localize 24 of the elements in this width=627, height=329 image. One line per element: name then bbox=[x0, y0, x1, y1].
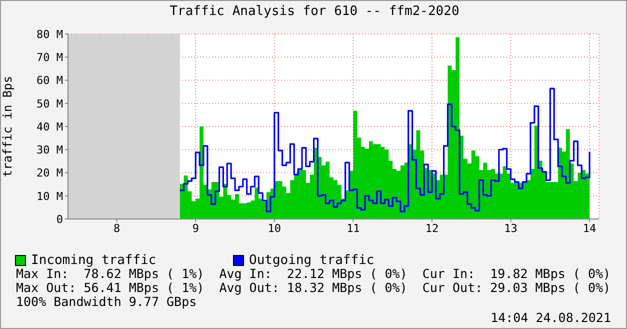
x-tick-label: 8 bbox=[114, 222, 120, 235]
x-tick-label: 13 bbox=[504, 222, 518, 235]
text: 100% Bandwidth 9.77 GBps bbox=[16, 294, 198, 309]
legend-label: Incoming traffic bbox=[31, 253, 156, 268]
x-tick-label: 14 bbox=[582, 222, 597, 235]
y-axis-title: traffic in Bps bbox=[0, 76, 14, 178]
legend-label: Outgoing traffic bbox=[249, 253, 374, 268]
y-tick-label: 20 M bbox=[36, 166, 64, 180]
chart-title: Traffic Analysis for 610 -- ffm2-2020 bbox=[168, 4, 460, 19]
x-tick-label: 10 bbox=[268, 222, 282, 235]
y-tick-label: 30 M bbox=[36, 144, 64, 157]
text: 14:04 24.08.2021 bbox=[490, 310, 611, 325]
y-tick-label: 80 M bbox=[36, 28, 64, 41]
y-tick-label: 50 M bbox=[36, 97, 64, 110]
y-tick-label: 70 M bbox=[36, 51, 64, 64]
text: Max Out: 56.41 MBps ( 1%) Avg Out: 18.32 MBps ( 0%) Cur Out: 29.03 MBps ( 0%) bbox=[16, 280, 611, 295]
y-tick-label: 40 M bbox=[36, 120, 64, 134]
x-tick-label: 12 bbox=[425, 222, 439, 235]
text: Max In: 78.62 MBps ( 1%) Avg In: 22.12 MBps ( 0%) Cur In: 19.82 MBps ( 0%) bbox=[16, 266, 611, 281]
y-tick-label: 10 M bbox=[36, 190, 64, 203]
y-tick-label: 0 bbox=[56, 212, 63, 226]
x-tick-label: 11 bbox=[346, 222, 360, 235]
y-tick-label: 60 M bbox=[36, 74, 64, 88]
x-tick-label: 9 bbox=[192, 222, 199, 235]
